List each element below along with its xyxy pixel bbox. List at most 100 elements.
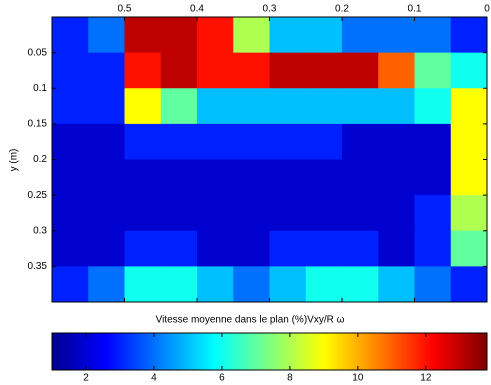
heat-cell — [124, 266, 162, 303]
heat-cell — [414, 123, 452, 160]
heat-cell — [414, 230, 452, 267]
colorbar-label: Vitesse moyenne dans le plan (%)Vxy/R ω — [156, 315, 345, 326]
heat-cell — [305, 17, 343, 54]
heat-cell — [305, 123, 343, 160]
heat-cell — [197, 195, 234, 232]
heat-cell — [414, 52, 452, 89]
heat-cell — [197, 266, 234, 303]
heat-cell — [160, 159, 198, 196]
heat-cell — [160, 123, 198, 160]
y-tick-label: 0.1 — [33, 83, 47, 94]
y-tick-label: 0.25 — [28, 190, 48, 201]
heat-cell — [269, 266, 307, 303]
heat-cell — [52, 230, 89, 267]
heat-cell — [414, 17, 452, 54]
heat-cell — [124, 123, 162, 160]
heatmap-cells — [52, 17, 488, 303]
y-tick-label: 0.15 — [28, 119, 48, 130]
heat-cell — [342, 17, 379, 54]
heat-cell — [450, 159, 488, 196]
heat-cell — [342, 230, 379, 267]
y-tick-label: 0.35 — [28, 261, 48, 272]
heat-cell — [88, 159, 125, 196]
heat-cell — [233, 52, 270, 89]
heat-cell — [450, 195, 488, 232]
heat-cell — [52, 266, 89, 303]
colorbar-tick-label: 6 — [219, 373, 225, 384]
heat-cell — [305, 52, 343, 89]
heat-cell — [378, 88, 415, 125]
heat-cell — [197, 123, 234, 160]
heat-cell — [160, 230, 198, 267]
heat-cell — [269, 123, 307, 160]
colorbar-tick-label: 2 — [83, 373, 89, 384]
heat-cell — [414, 266, 452, 303]
heat-cell — [160, 17, 198, 54]
x-tick-label: 0.3 — [263, 4, 277, 15]
heat-cell — [269, 230, 307, 267]
heat-cell — [378, 17, 415, 54]
x-tick-label: 0.1 — [408, 4, 422, 15]
heat-cell — [197, 230, 234, 267]
heat-cell — [233, 159, 270, 196]
heat-cell — [342, 88, 379, 125]
heat-cell — [269, 17, 307, 54]
heat-cell — [233, 230, 270, 267]
heat-cell — [342, 159, 379, 196]
heat-cell — [378, 195, 415, 232]
heat-cell — [378, 266, 415, 303]
heat-cell — [450, 17, 488, 54]
heat-cell — [88, 17, 125, 54]
heat-cell — [52, 17, 89, 54]
heat-cell — [450, 230, 488, 267]
heat-cell — [450, 52, 488, 89]
heat-cell — [342, 123, 379, 160]
heat-cell — [378, 159, 415, 196]
colorbar — [51, 332, 488, 371]
heat-cell — [233, 266, 270, 303]
heat-cell — [233, 17, 270, 54]
heat-cell — [88, 123, 125, 160]
heat-cell — [233, 123, 270, 160]
heat-cell — [450, 88, 488, 125]
heat-cell — [52, 123, 89, 160]
heat-cell — [342, 266, 379, 303]
colorbar-tick-label: 4 — [151, 373, 157, 384]
heat-cell — [124, 195, 162, 232]
heat-cell — [197, 159, 234, 196]
y-tick-label: 0.05 — [28, 47, 48, 58]
heat-cell — [342, 195, 379, 232]
heat-cell — [52, 159, 89, 196]
heat-cell — [450, 123, 488, 160]
heat-cell — [342, 52, 379, 89]
heat-cell — [52, 195, 89, 232]
heat-cell — [197, 52, 234, 89]
heat-cell — [378, 52, 415, 89]
x-tick-label: 0.5 — [118, 4, 132, 15]
x-tick-label: 0.2 — [335, 4, 349, 15]
heat-cell — [160, 266, 198, 303]
heat-cell — [160, 52, 198, 89]
heat-cell — [269, 195, 307, 232]
heat-cell — [88, 195, 125, 232]
heat-cell — [305, 88, 343, 125]
heat-cell — [52, 88, 89, 125]
heat-cell — [305, 195, 343, 232]
heat-cell — [124, 52, 162, 89]
heat-cell — [88, 266, 125, 303]
heat-cell — [414, 195, 452, 232]
heat-cell — [269, 159, 307, 196]
colorbar-tick-label: 10 — [352, 373, 364, 384]
heat-cell — [450, 266, 488, 303]
heat-cell — [160, 88, 198, 125]
heat-cell — [197, 17, 234, 54]
y-axis-label: y (m) — [9, 149, 20, 172]
heat-cell — [305, 230, 343, 267]
heat-cell — [52, 52, 89, 89]
heat-cell — [269, 52, 307, 89]
heat-cell — [88, 88, 125, 125]
heat-cell — [305, 159, 343, 196]
heat-cell — [124, 17, 162, 54]
heat-cell — [124, 230, 162, 267]
